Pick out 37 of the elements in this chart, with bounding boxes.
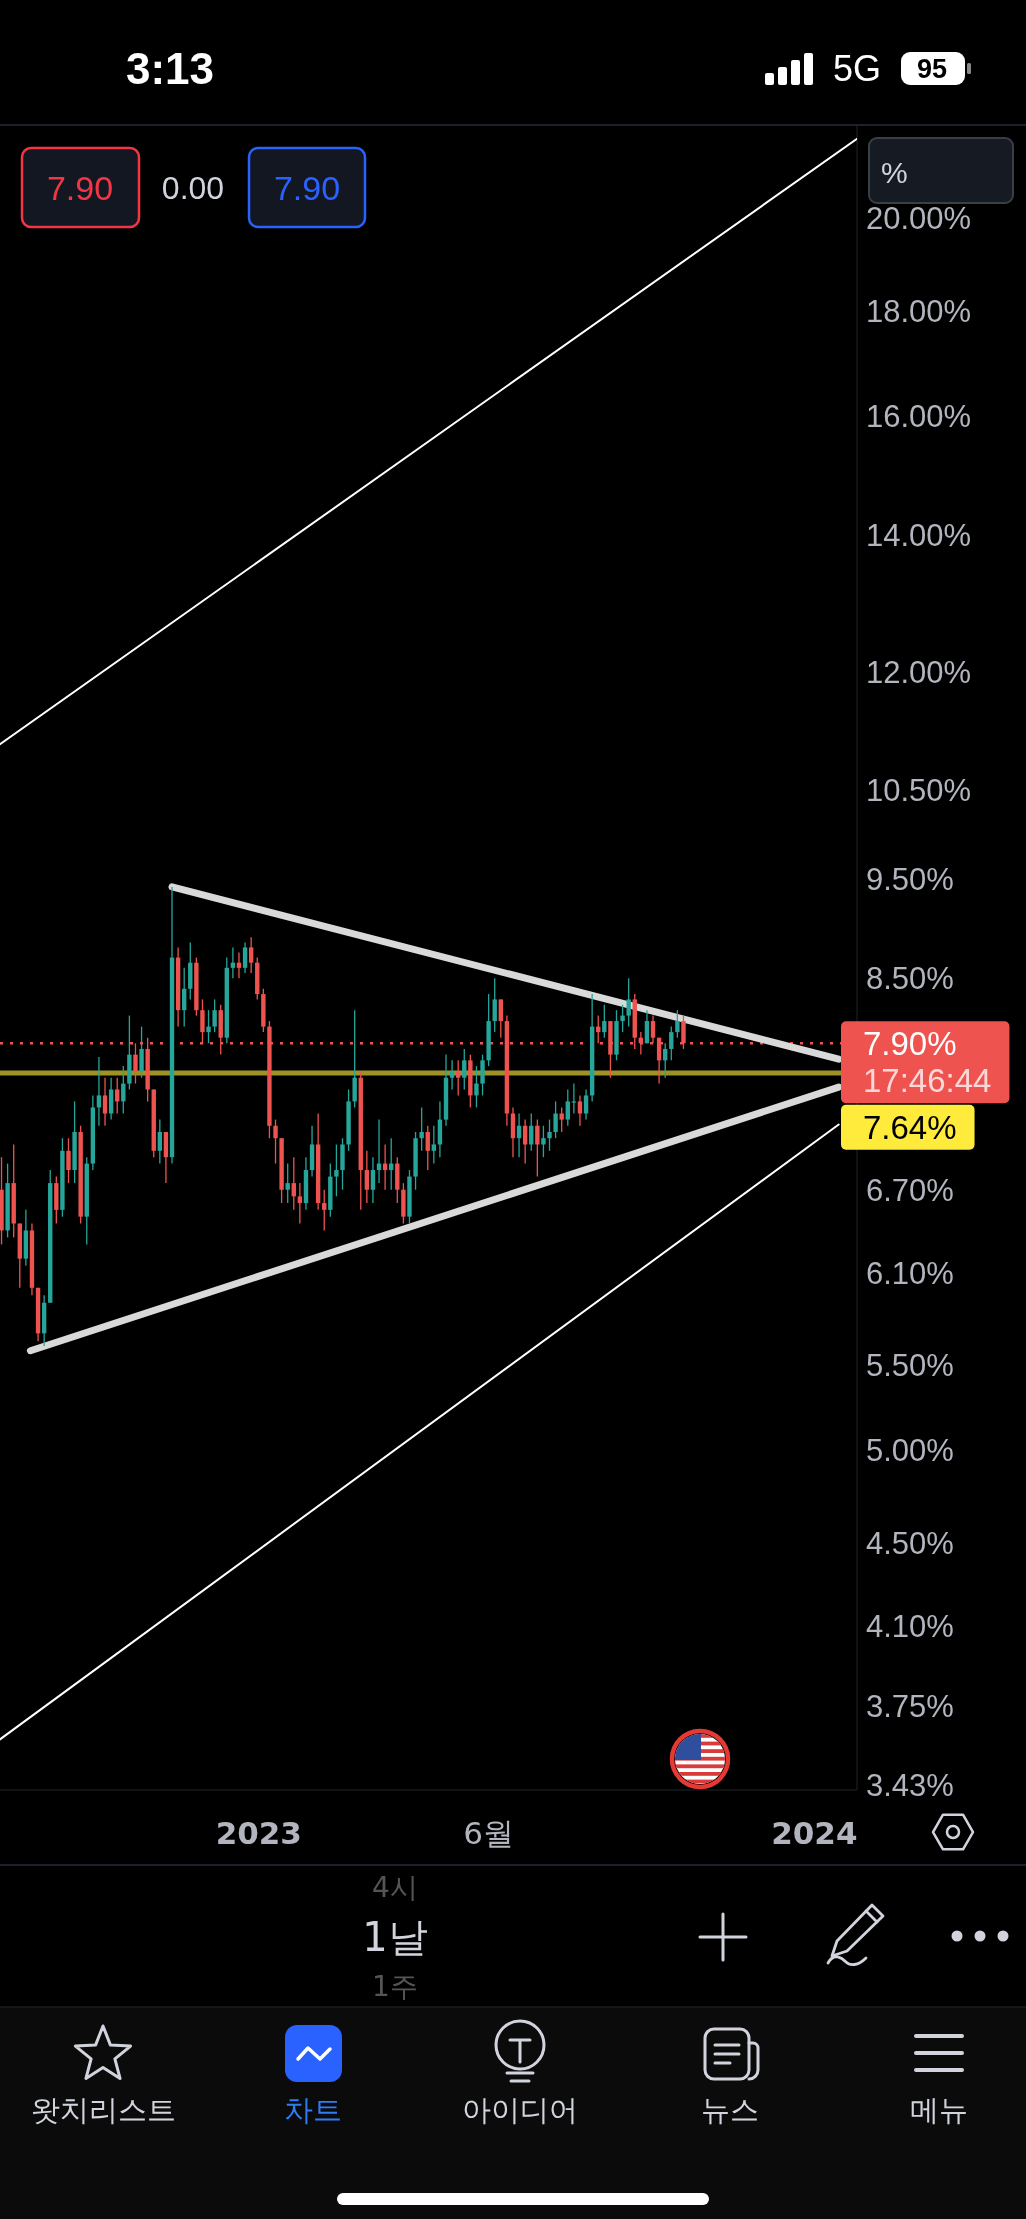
text: %: [881, 155, 908, 189]
y-tick-label: 8.50%: [866, 960, 954, 996]
x-tick-label: 2024: [771, 1815, 858, 1851]
text: 3:13: [125, 43, 215, 93]
y-tick-label: 4.50%: [866, 1525, 954, 1561]
ref-line-label: 7.90%: [863, 1024, 957, 1062]
text: 메뉴: [910, 2093, 968, 2127]
text: 17:46:44: [863, 1061, 992, 1099]
y-tick-label: 20.00%: [866, 200, 972, 236]
y-tick-label: 18.00%: [866, 293, 972, 329]
text: 차트: [284, 2093, 342, 2127]
text: 왓치리스트: [30, 2093, 176, 2127]
annotation: 7.90: [46, 169, 114, 207]
x-tick-label: 2023: [215, 1815, 302, 1851]
y-tick-label: 10.50%: [866, 772, 972, 808]
text: 아이디어: [462, 2093, 578, 2127]
y-tick-label: 14.00%: [866, 517, 972, 553]
annotation: 7.90: [273, 169, 341, 207]
y-tick-label: 16.00%: [866, 398, 972, 434]
y-tick-label: 3.75%: [866, 1688, 954, 1724]
y-tick-label: 5.00%: [866, 1432, 954, 1468]
y-tick-label: 5.50%: [866, 1347, 954, 1383]
text: 95: [916, 54, 948, 84]
y-tick-label: 6.10%: [866, 1255, 954, 1291]
y-tick-label: 4.10%: [866, 1608, 954, 1644]
text: 뉴스: [701, 2093, 759, 2127]
text: 1주: [372, 1969, 418, 2003]
y-tick-label: 6.70%: [866, 1172, 954, 1208]
annotation: 0.00: [161, 170, 225, 206]
text: 5G: [832, 47, 882, 89]
x-tick-label: 6월: [463, 1815, 514, 1851]
ref-line-label: 7.64%: [863, 1108, 957, 1146]
y-tick-label: 9.50%: [866, 861, 954, 897]
text: 4시: [372, 1870, 418, 1904]
y-tick-label: 3.43%: [866, 1767, 954, 1803]
y-tick-label: 12.00%: [866, 654, 972, 690]
text: 1날: [362, 1914, 428, 1960]
